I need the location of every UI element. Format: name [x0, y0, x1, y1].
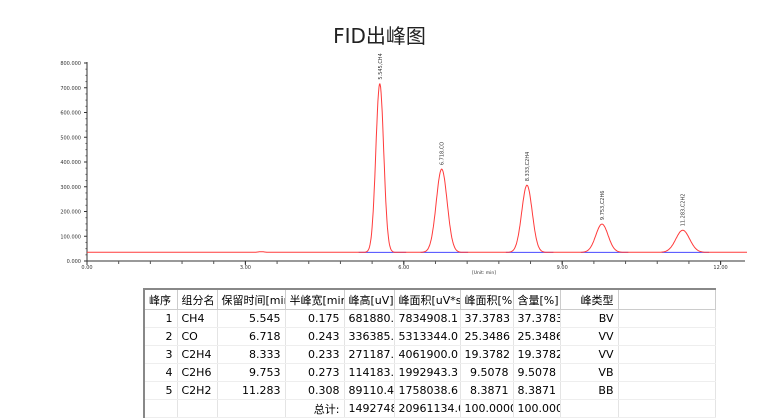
- table-row[interactable]: 4C2H69.7530.273114183.51992943.39.50789.…: [145, 363, 716, 382]
- table-row[interactable]: 2CO6.7180.243336385.85313344.025.348625.…: [145, 327, 716, 346]
- table-cell: 1992943.3: [394, 363, 461, 382]
- table-cell: 19.3782: [460, 345, 514, 364]
- signal-trace: [87, 83, 747, 253]
- table-cell: C2H2: [177, 381, 218, 400]
- table-cell: 37.3783: [460, 309, 514, 328]
- table-cell: 336385.8: [344, 327, 395, 346]
- chart-title: FID出峰图: [333, 24, 426, 48]
- table-cell: CO: [177, 327, 218, 346]
- column-header[interactable]: 保留时间[min]: [217, 290, 286, 310]
- x-tick-label: 9.00: [557, 265, 568, 271]
- y-tick-label: 100.000: [60, 234, 81, 240]
- total-area: 20961134.0: [394, 399, 461, 418]
- table-cell: 114183.5: [344, 363, 395, 382]
- table-cell: CH4: [177, 309, 218, 328]
- table-cell: 2: [145, 327, 178, 346]
- chromatogram-chart: 0.000 100.000 200.000 300.000 400.000 500.000…: [60, 53, 747, 276]
- x-tick-label: 3.00: [240, 265, 251, 271]
- table-cell: 0.243: [285, 327, 345, 346]
- y-tick-label: 700.000: [60, 86, 81, 92]
- table-cell: 89110.4: [344, 381, 395, 400]
- total-height: 1492748.4: [344, 399, 395, 418]
- table-cell: C2H4: [177, 345, 218, 364]
- table-cell: 5313344.0: [394, 327, 461, 346]
- table-cell: 9.5078: [513, 363, 561, 382]
- table-cell: 37.3783: [513, 309, 561, 328]
- column-header[interactable]: 峰类型: [560, 290, 619, 310]
- y-tick-label: 0.000: [67, 259, 81, 265]
- peak-label: 11.283,C2H2: [681, 194, 687, 227]
- table-cell: 681880.8: [344, 309, 395, 328]
- table-cell: VV: [560, 345, 619, 364]
- table-cell: 19.3782: [513, 345, 561, 364]
- peak-label: 8.333,C2H4: [525, 152, 531, 182]
- table-cell: 4: [145, 363, 178, 382]
- column-header[interactable]: 峰面积[%]: [460, 290, 514, 310]
- table-cell: 25.3486: [513, 327, 561, 346]
- peak-table: 峰序组分名保留时间[min]半峰宽[min]峰高[uV]峰面积[uV*s]峰面积…: [143, 288, 716, 418]
- table-cell: 0.308: [285, 381, 345, 400]
- y-tick-label: 800.000: [60, 61, 81, 67]
- table-cell: 1: [145, 309, 178, 328]
- column-header[interactable]: 含量[%]: [513, 290, 561, 310]
- peak-label: 5.545,CH4: [378, 53, 384, 79]
- table-cell: 0.273: [285, 363, 345, 382]
- table-cell: 9.753: [217, 363, 286, 382]
- table-cell: 25.3486: [460, 327, 514, 346]
- x-axis-label: [Unit: min]: [472, 270, 496, 276]
- table-cell: 9.5078: [460, 363, 514, 382]
- table-header: 峰序组分名保留时间[min]半峰宽[min]峰高[uV]峰面积[uV*s]峰面积…: [145, 290, 716, 310]
- table-row[interactable]: 3C2H48.3330.233271187.94061900.019.37821…: [145, 345, 716, 364]
- table-cell: 0.233: [285, 345, 345, 364]
- y-tick-label: 300.000: [60, 185, 81, 191]
- table-cell: 1758038.6: [394, 381, 461, 400]
- table-cell: 3: [145, 345, 178, 364]
- table-cell: 7834908.1: [394, 309, 461, 328]
- table-row[interactable]: 5 C2H2 11.283 0.308 89110.4 1758038.6 8.3871 8.…: [145, 381, 716, 400]
- table-cell: BB: [560, 381, 619, 400]
- table-cell: 4061900.0: [394, 345, 461, 364]
- y-tick-label: 500.000: [60, 135, 81, 141]
- column-header[interactable]: 组分名: [177, 290, 218, 310]
- table-cell: 271187.9: [344, 345, 395, 364]
- x-tick-label: 12.00: [713, 265, 727, 271]
- y-tick-label: 400.000: [60, 160, 81, 166]
- column-header[interactable]: 峰序: [145, 290, 178, 310]
- table-cell: 0.175: [285, 309, 345, 328]
- total-content: 100.0000: [513, 399, 561, 418]
- table-row[interactable]: 1CH45.5450.175681880.87834908.137.378337…: [145, 309, 716, 328]
- column-header[interactable]: 半峰宽[min]: [285, 290, 345, 310]
- table-cell: VB: [560, 363, 619, 382]
- table-cell: VV: [560, 327, 619, 346]
- x-tick-label: 6.00: [398, 265, 409, 271]
- table-cell: 5.545: [217, 309, 286, 328]
- table-cell: 8.3871: [460, 381, 514, 400]
- table-cell: BV: [560, 309, 619, 328]
- table-cell: C2H6: [177, 363, 218, 382]
- column-header[interactable]: 峰面积[uV*s]: [394, 290, 461, 310]
- table-cell: 8.3871: [513, 381, 561, 400]
- table-cell: 11.283: [217, 381, 286, 400]
- table-cell: 8.333: [217, 345, 286, 364]
- x-tick-label: 0.00: [81, 265, 92, 271]
- column-header[interactable]: 峰高[uV]: [344, 290, 395, 310]
- y-tick-label: 600.000: [60, 111, 81, 117]
- total-label: 总计:: [285, 399, 345, 418]
- table-cell: 5: [145, 381, 178, 400]
- y-tick-label: 200.000: [60, 210, 81, 216]
- peak-label: 6.718,CO: [440, 142, 446, 165]
- total-area_pct: 100.0000: [460, 399, 514, 418]
- peak-label: 9.753,C2H6: [600, 191, 606, 221]
- table-cell: 6.718: [217, 327, 286, 346]
